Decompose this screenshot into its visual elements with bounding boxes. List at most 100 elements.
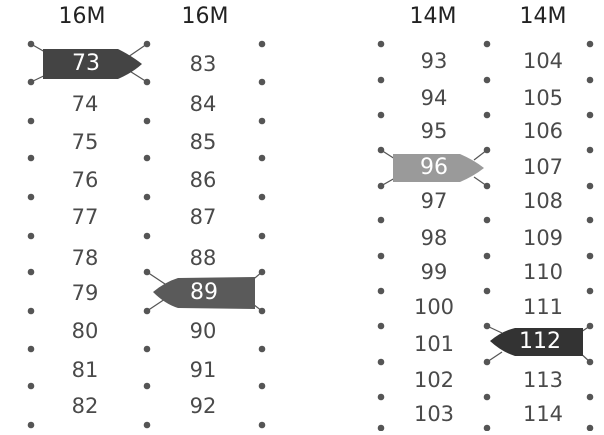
mooring-post	[143, 232, 151, 240]
mooring-rope	[486, 325, 503, 334]
berth-82[interactable]: 82	[71, 394, 99, 418]
boat-label-89[interactable]: 89	[190, 280, 218, 305]
berth-100[interactable]: 100	[413, 295, 455, 319]
berth-111[interactable]: 111	[522, 295, 564, 319]
berth-107[interactable]: 107	[522, 155, 564, 179]
mooring-post	[586, 40, 594, 48]
mooring-post	[258, 232, 266, 240]
berth-95[interactable]: 95	[420, 119, 448, 143]
mooring-post	[27, 193, 35, 201]
mooring-post	[143, 382, 151, 390]
mooring-post	[586, 146, 594, 154]
berth-86[interactable]: 86	[189, 168, 217, 192]
berth-113[interactable]: 113	[522, 368, 564, 392]
mooring-post	[258, 154, 266, 162]
berth-101[interactable]: 101	[413, 332, 455, 356]
berth-92[interactable]: 92	[189, 394, 217, 418]
mooring-rope	[473, 149, 488, 161]
mooring-post	[483, 216, 491, 224]
berth-81[interactable]: 81	[71, 358, 99, 382]
berth-114[interactable]: 114	[522, 402, 564, 426]
mooring-rope	[380, 177, 396, 187]
berth-91[interactable]: 91	[189, 358, 217, 382]
berth-84[interactable]: 84	[189, 92, 217, 116]
berth-98[interactable]: 98	[420, 226, 448, 250]
berth-90[interactable]: 90	[189, 319, 217, 343]
mooring-post	[586, 182, 594, 190]
mooring-post	[377, 424, 385, 432]
mooring-rope	[146, 298, 166, 312]
mooring-post	[483, 252, 491, 260]
mooring-post	[27, 117, 35, 125]
mooring-post	[483, 76, 491, 84]
berth-78[interactable]: 78	[71, 246, 99, 270]
boat-hull-96	[393, 154, 484, 182]
boat-label-73[interactable]: 73	[72, 51, 100, 76]
header-14m-left: 14M	[409, 4, 457, 29]
mooring-post	[586, 111, 594, 119]
mooring-post	[143, 117, 151, 125]
berth-104[interactable]: 104	[522, 49, 564, 73]
mooring-post	[27, 382, 35, 390]
berth-79[interactable]: 79	[71, 281, 99, 305]
mooring-post	[377, 111, 385, 119]
mooring-post	[483, 40, 491, 48]
boat-hull-89	[153, 277, 255, 309]
mooring-post	[483, 111, 491, 119]
mooring-post	[258, 193, 266, 201]
header-14m-right: 14M	[519, 4, 567, 29]
mooring-post	[483, 393, 491, 401]
mooring-post	[143, 345, 151, 353]
berth-80[interactable]: 80	[71, 319, 99, 343]
berth-103[interactable]: 103	[413, 402, 455, 426]
mooring-post	[377, 76, 385, 84]
berth-110[interactable]: 110	[522, 260, 564, 284]
mooring-post	[586, 216, 594, 224]
berth-77[interactable]: 77	[71, 205, 99, 229]
header-16m-left: 16M	[58, 4, 106, 29]
mooring-post	[377, 287, 385, 295]
berth-102[interactable]: 102	[413, 368, 455, 392]
mooring-post	[586, 393, 594, 401]
mooring-post	[586, 252, 594, 260]
mooring-post	[143, 193, 151, 201]
berth-106[interactable]: 106	[522, 119, 564, 143]
mooring-rope	[380, 149, 396, 160]
boat-label-112[interactable]: 112	[519, 329, 561, 354]
mooring-rope	[473, 176, 488, 187]
mooring-post	[27, 421, 35, 429]
berth-93[interactable]: 93	[420, 49, 448, 73]
berth-83[interactable]: 83	[189, 52, 217, 76]
mooring-post	[377, 216, 385, 224]
berth-75[interactable]: 75	[71, 130, 99, 154]
boat-hull-112	[490, 328, 583, 356]
berth-94[interactable]: 94	[420, 86, 448, 110]
berth-109[interactable]: 109	[522, 226, 564, 250]
berth-76[interactable]: 76	[71, 168, 99, 192]
mooring-rope	[486, 351, 503, 363]
boat-hull-73	[43, 49, 142, 79]
mooring-post	[258, 117, 266, 125]
mooring-post	[258, 40, 266, 48]
boat-label-96[interactable]: 96	[420, 155, 448, 180]
berth-105[interactable]: 105	[522, 86, 564, 110]
mooring-post	[258, 78, 266, 86]
mooring-post	[143, 421, 151, 429]
berth-97[interactable]: 97	[420, 189, 448, 213]
header-16m-right: 16M	[181, 4, 229, 29]
berth-74[interactable]: 74	[71, 92, 99, 116]
berth-88[interactable]: 88	[189, 246, 217, 270]
mooring-post	[27, 345, 35, 353]
berth-108[interactable]: 108	[522, 189, 564, 213]
berth-99[interactable]: 99	[420, 260, 448, 284]
mooring-post	[258, 421, 266, 429]
mooring-post	[258, 382, 266, 390]
mooring-post	[483, 424, 491, 432]
berth-87[interactable]: 87	[189, 205, 217, 229]
berth-85[interactable]: 85	[189, 130, 217, 154]
mooring-post	[483, 287, 491, 295]
mooring-post	[27, 232, 35, 240]
mooring-post	[377, 252, 385, 260]
